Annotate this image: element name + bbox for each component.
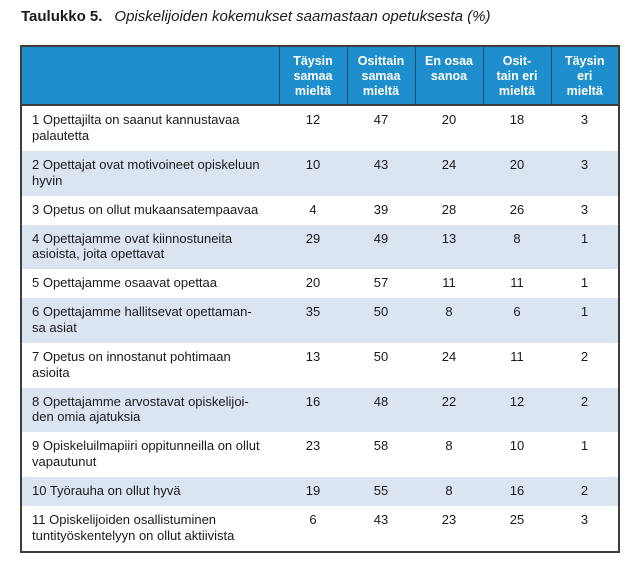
row-value: 22 bbox=[441, 393, 457, 409]
row-value: 20 bbox=[305, 275, 321, 291]
table-caption: Taulukko 5. Opiskelijoiden kokemukset saa… bbox=[21, 8, 620, 25]
row-value: 24 bbox=[441, 156, 457, 172]
column-header-fully-agree: Täysin samaa mieltä bbox=[278, 46, 347, 107]
row-value: 1 bbox=[580, 230, 589, 246]
row-value: 1 bbox=[580, 438, 589, 454]
row-value: 13 bbox=[441, 230, 457, 246]
row-value: 35 bbox=[305, 304, 321, 320]
row-value: 1 bbox=[580, 275, 589, 291]
table-caption-label: Taulukko 5. bbox=[21, 8, 103, 25]
row-label: 7 Opetus on innostanut pohtimaan asioita bbox=[32, 348, 231, 380]
row-value: 19 bbox=[305, 483, 321, 498]
row-value: 8 bbox=[445, 438, 453, 454]
row-value: 11 bbox=[510, 348, 524, 364]
header-empty-cell bbox=[21, 46, 279, 107]
row-value: 6 bbox=[513, 304, 521, 320]
row-value: 23 bbox=[441, 511, 457, 527]
row-value: 20 bbox=[509, 156, 525, 172]
row-value: 25 bbox=[509, 511, 525, 527]
row-value: 47 bbox=[373, 112, 389, 128]
row-value: 3 bbox=[580, 112, 589, 128]
row-value: 50 bbox=[373, 348, 389, 364]
row-value: 8 bbox=[445, 483, 453, 498]
row-label: 3 Opetus on ollut mukaansatempaavaa bbox=[32, 201, 259, 217]
row-value: 11 bbox=[442, 275, 456, 291]
table-row: 4 Opettajamme ovat kiinnostuneita asiois… bbox=[21, 224, 619, 270]
table-row: 8 Opettajamme arvostavat opiskelijoi- de… bbox=[21, 387, 619, 433]
row-label: 6 Opettajamme hallitsevat opettaman- sa … bbox=[32, 304, 252, 335]
row-value: 1 bbox=[580, 304, 589, 320]
row-value: 3 bbox=[580, 156, 589, 172]
row-label: 4 Opettajamme ovat kiinnostuneita asiois… bbox=[32, 230, 233, 262]
row-value: 49 bbox=[373, 230, 389, 246]
table-row: 2 Opettajat ovat motivoineet opiskeluun … bbox=[21, 150, 619, 196]
row-value: 43 bbox=[373, 156, 389, 172]
row-label: 5 Opettajamme osaavat opettaa bbox=[32, 275, 218, 291]
row-value: 29 bbox=[305, 230, 321, 246]
row-value: 11 bbox=[510, 275, 524, 291]
row-value: 4 bbox=[309, 201, 317, 217]
table-row: 5 Opettajamme osaavat opettaa 20 57 11 11 1 bbox=[21, 269, 619, 298]
table-row: 9 Opiskeluilmapiiri oppitunneilla on oll… bbox=[21, 432, 619, 477]
row-value: 8 bbox=[445, 304, 453, 320]
column-header-fully-disagree: Täysin eri mieltä bbox=[550, 46, 619, 107]
row-value: 55 bbox=[373, 483, 389, 498]
row-value: 48 bbox=[373, 393, 389, 409]
row-value: 10 bbox=[305, 156, 321, 172]
row-value: 12 bbox=[305, 112, 321, 128]
row-value: 28 bbox=[441, 201, 457, 217]
row-value: 2 bbox=[580, 393, 589, 409]
survey-results-table: Täysin samaa mieltä Osittain samaa mielt… bbox=[20, 45, 620, 553]
row-label: 10 Työrauha on ollut hyvä bbox=[32, 483, 181, 498]
row-value: 6 bbox=[309, 511, 317, 527]
column-header-partly-disagree: Osit- tain eri mieltä bbox=[482, 46, 551, 107]
table-caption-title: Opiskelijoiden kokemukset saamastaan ope… bbox=[114, 8, 491, 25]
row-value: 2 bbox=[580, 348, 589, 364]
table-row: 10 Työrauha on ollut hyvä 19 55 8 16 2 bbox=[21, 477, 619, 506]
row-value: 12 bbox=[509, 393, 525, 409]
row-value: 8 bbox=[513, 230, 521, 246]
row-value: 43 bbox=[373, 511, 389, 527]
row-label: 9 Opiskeluilmapiiri oppitunneilla on oll… bbox=[32, 438, 260, 470]
row-value: 2 bbox=[580, 483, 589, 498]
table-body: 1 Opettajilta on saanut kannustavaa pala… bbox=[21, 105, 619, 551]
table-header-row: Täysin samaa mieltä Osittain samaa mielt… bbox=[21, 46, 619, 107]
row-label: 1 Opettajilta on saanut kannustavaa pala… bbox=[32, 112, 240, 144]
table-row: 7 Opetus on innostanut pohtimaan asioita… bbox=[21, 343, 619, 388]
column-header-partly-agree: Osittain samaa mieltä bbox=[346, 46, 415, 107]
table-row: 1 Opettajilta on saanut kannustavaa pala… bbox=[21, 105, 619, 151]
row-value: 18 bbox=[509, 112, 525, 128]
row-value: 50 bbox=[373, 304, 389, 320]
row-value: 57 bbox=[373, 275, 389, 291]
column-header-cannot-say: En osaa sanoa bbox=[414, 46, 483, 107]
row-value: 16 bbox=[509, 483, 525, 498]
row-label: 11 Opiskelijoiden osallistuminen tuntity… bbox=[32, 511, 235, 543]
row-label: 2 Opettajat ovat motivoineet opiskeluun … bbox=[32, 156, 260, 188]
row-value: 26 bbox=[509, 201, 525, 217]
row-value: 10 bbox=[509, 438, 525, 454]
row-value: 58 bbox=[373, 438, 389, 454]
row-value: 3 bbox=[580, 201, 589, 217]
row-value: 13 bbox=[305, 348, 321, 364]
row-value: 16 bbox=[305, 393, 321, 409]
table-row: 3 Opetus on ollut mukaansatempaavaa 4 39 28… bbox=[21, 196, 619, 225]
table-row: 11 Opiskelijoiden osallistuminen tuntity… bbox=[21, 506, 619, 552]
row-label: 8 Opettajamme arvostavat opiskelijoi- de… bbox=[32, 393, 249, 425]
row-value: 3 bbox=[580, 511, 589, 527]
row-value: 39 bbox=[373, 201, 389, 217]
table-row: 6 Opettajamme hallitsevat opettaman- sa … bbox=[21, 298, 619, 343]
row-value: 23 bbox=[305, 438, 321, 454]
row-value: 20 bbox=[441, 112, 457, 128]
row-value: 24 bbox=[441, 348, 457, 364]
